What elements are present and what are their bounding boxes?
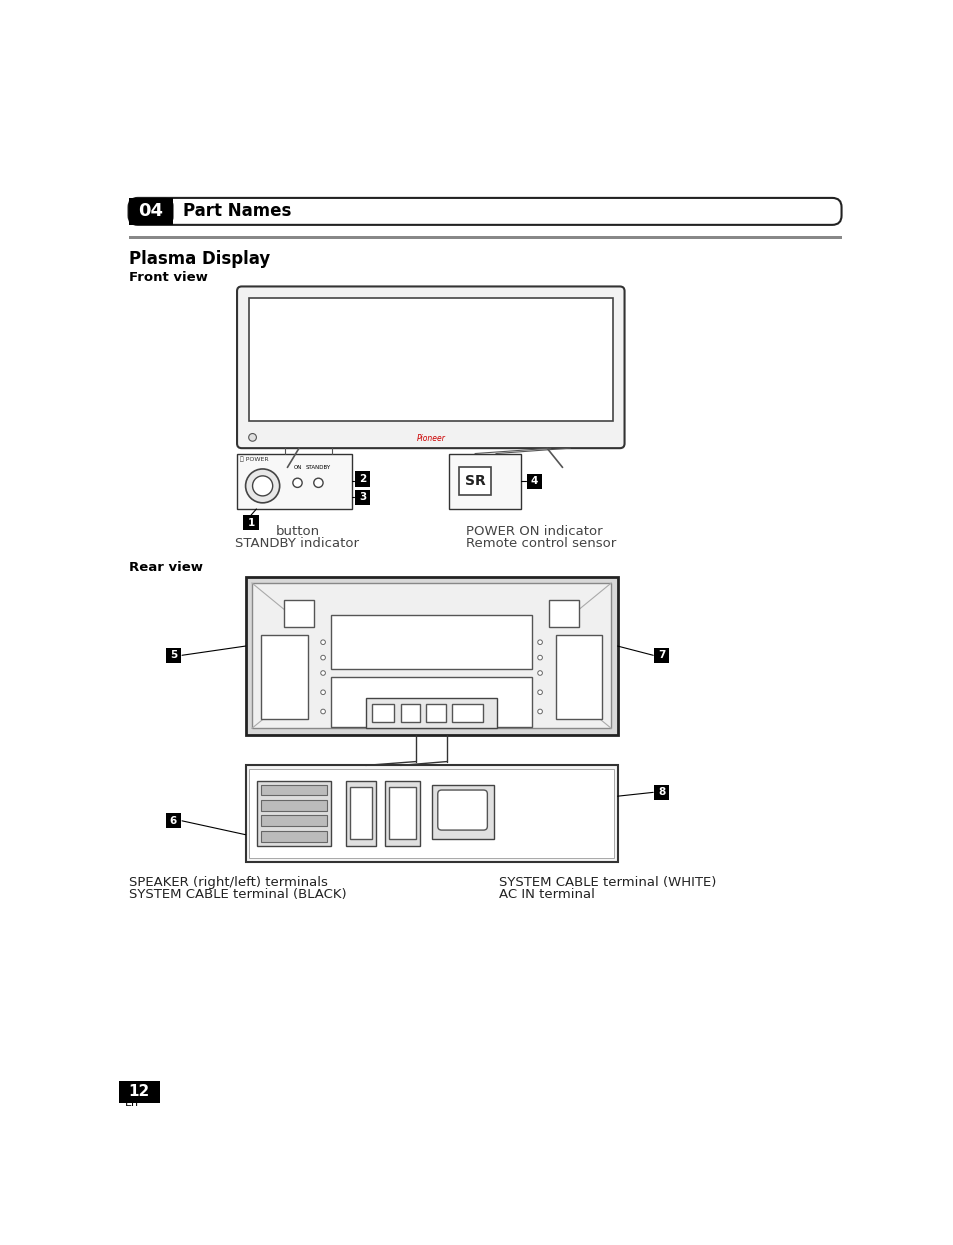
Circle shape	[320, 640, 325, 645]
Circle shape	[245, 469, 279, 503]
Bar	[346, 781, 375, 847]
Bar	[426, 703, 445, 722]
Text: 1: 1	[247, 518, 254, 528]
Bar	[355, 489, 370, 505]
Text: ⏻ POWER: ⏻ POWER	[240, 457, 269, 462]
Bar	[245, 766, 617, 862]
Text: 7: 7	[658, 650, 665, 660]
Bar	[549, 600, 578, 626]
Bar	[245, 576, 617, 735]
Text: STANDBY: STANDBY	[306, 464, 331, 469]
Circle shape	[537, 690, 542, 695]
Circle shape	[249, 433, 256, 441]
Text: SR: SR	[464, 474, 485, 488]
Text: 04: 04	[138, 203, 163, 220]
Bar	[452, 703, 483, 722]
Bar	[400, 703, 419, 722]
Circle shape	[253, 476, 273, 496]
Circle shape	[320, 710, 325, 713]
Text: 6: 6	[170, 815, 177, 825]
Bar	[261, 830, 327, 842]
Bar	[526, 473, 541, 489]
Text: Plasma Display: Plasma Display	[129, 249, 270, 268]
Bar	[166, 813, 181, 828]
Bar	[129, 198, 173, 225]
FancyBboxPatch shape	[236, 286, 624, 448]
Circle shape	[293, 478, 302, 488]
Text: Pioneer: Pioneer	[416, 435, 445, 443]
Bar	[654, 647, 669, 662]
Bar	[431, 784, 493, 839]
Text: Front view: Front view	[129, 271, 207, 284]
Bar	[261, 815, 327, 827]
FancyBboxPatch shape	[129, 198, 173, 225]
Text: Rear view: Rear view	[129, 561, 202, 574]
Bar	[449, 453, 520, 509]
Text: Part Names: Part Names	[183, 203, 291, 220]
Text: SPEAKER (right/left) terminals: SPEAKER (right/left) terminals	[129, 875, 327, 889]
Bar	[261, 784, 327, 796]
Text: 12: 12	[129, 1084, 150, 1099]
Circle shape	[320, 671, 325, 675]
Bar	[257, 781, 331, 847]
FancyBboxPatch shape	[437, 791, 487, 830]
Bar	[355, 472, 370, 487]
Bar	[249, 298, 612, 421]
Bar	[236, 453, 352, 509]
Circle shape	[537, 710, 542, 713]
Bar	[261, 635, 307, 720]
Circle shape	[320, 690, 325, 695]
Bar	[129, 235, 841, 239]
Bar	[365, 697, 497, 728]
Text: button: button	[275, 525, 319, 538]
Text: 5: 5	[170, 650, 177, 660]
Bar	[350, 787, 372, 839]
Text: POWER ON indicator: POWER ON indicator	[466, 525, 602, 538]
Circle shape	[537, 640, 542, 645]
Text: 3: 3	[358, 493, 366, 503]
Bar	[654, 784, 669, 801]
Text: SYSTEM CABLE terminal (BLACK): SYSTEM CABLE terminal (BLACK)	[129, 888, 346, 901]
Bar	[372, 703, 394, 722]
Bar	[166, 647, 181, 662]
Text: Remote control sensor: Remote control sensor	[466, 537, 616, 550]
Text: SYSTEM CABLE terminal (WHITE): SYSTEM CABLE terminal (WHITE)	[498, 875, 716, 889]
Bar	[331, 677, 532, 727]
Circle shape	[314, 478, 323, 488]
Text: STANDBY indicator: STANDBY indicator	[235, 537, 359, 550]
Text: ON: ON	[293, 464, 301, 469]
Bar	[252, 583, 611, 728]
Bar	[284, 600, 314, 626]
Bar	[249, 769, 613, 858]
Bar	[458, 467, 491, 496]
Bar	[261, 801, 327, 810]
Circle shape	[537, 671, 542, 675]
Bar	[385, 781, 419, 847]
Text: En: En	[125, 1098, 138, 1108]
Bar	[389, 787, 416, 839]
Text: AC IN terminal: AC IN terminal	[498, 888, 595, 901]
Bar	[331, 615, 532, 669]
Bar	[119, 1081, 159, 1103]
Circle shape	[537, 655, 542, 660]
Text: 2: 2	[358, 474, 366, 484]
Text: 4: 4	[531, 477, 537, 487]
Bar	[555, 635, 601, 720]
Bar	[243, 515, 258, 530]
Circle shape	[320, 655, 325, 660]
Text: 8: 8	[658, 787, 664, 797]
FancyBboxPatch shape	[129, 198, 841, 225]
